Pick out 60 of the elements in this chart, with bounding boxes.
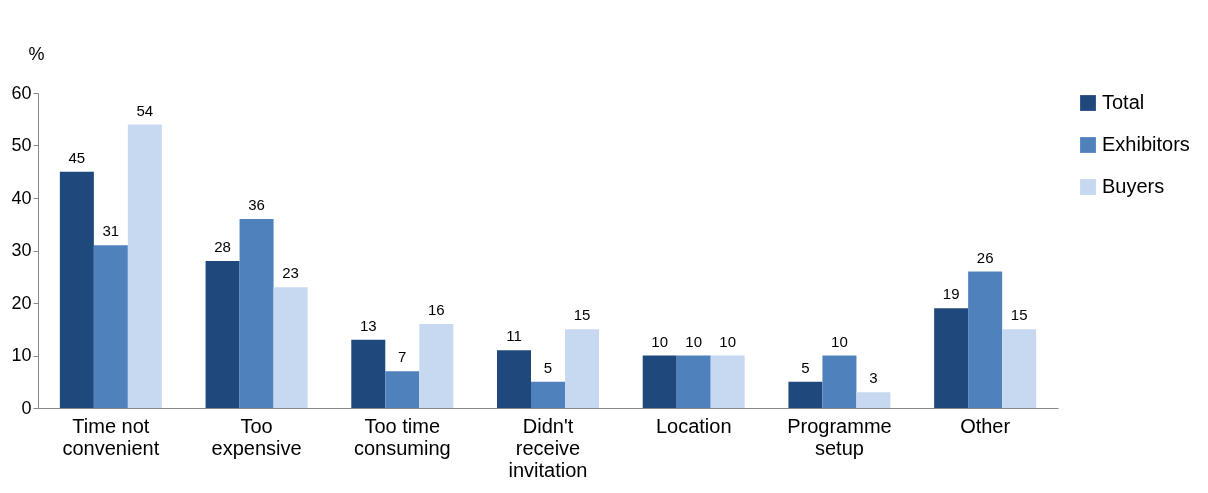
data-label: 16 (427, 301, 445, 318)
bar (419, 324, 454, 408)
bar (710, 355, 745, 408)
data-label: 45 (68, 148, 86, 166)
y-tick-label: 10 (11, 345, 32, 365)
bar (934, 308, 969, 408)
bar (822, 355, 857, 408)
bar (205, 261, 240, 408)
data-label: 15 (573, 306, 591, 324)
data-label: 31 (102, 222, 120, 240)
x-tick-label: Programme setup (787, 414, 892, 459)
bar (59, 171, 94, 408)
bar (642, 355, 677, 408)
data-label: 23 (282, 264, 299, 282)
data-label: 7 (398, 348, 407, 366)
bar (788, 381, 823, 408)
data-label: 10 (651, 332, 669, 350)
y-tick-label: 60 (11, 82, 32, 103)
y-tick-label: 40 (11, 187, 32, 208)
legend-label: Buyers (1102, 175, 1165, 197)
x-tick-label: Location (655, 414, 732, 437)
y-tick-label: 30 (11, 240, 32, 260)
bar (351, 339, 386, 408)
bar (497, 350, 531, 408)
bar (565, 329, 599, 408)
bar (856, 392, 891, 408)
data-label: 10 (831, 332, 848, 350)
data-label: 54 (136, 101, 154, 119)
bar (676, 355, 711, 408)
legend-label: Total (1102, 91, 1145, 113)
data-label: 3 (869, 369, 878, 387)
y-tick-label: 0 (21, 397, 32, 418)
bar (239, 219, 274, 408)
x-tick-label: Other (960, 414, 1011, 437)
data-label: 19 (942, 285, 960, 303)
y-axis-title: % (28, 43, 45, 64)
legend-label: Exhibitors (1102, 133, 1190, 155)
data-label: 5 (801, 358, 810, 376)
x-tick-label: Too expensive (211, 414, 302, 459)
y-tick-label: 20 (11, 292, 32, 313)
bar (127, 124, 162, 408)
y-tick-label: 50 (11, 135, 32, 155)
data-label: 36 (248, 196, 265, 213)
data-label: 26 (976, 248, 994, 266)
data-label: 15 (1010, 306, 1028, 324)
data-label: 10 (685, 332, 703, 350)
data-label: 13 (359, 316, 377, 334)
x-tick-label: Too time consuming (353, 414, 451, 459)
data-label: 5 (543, 358, 553, 376)
bar (968, 271, 1003, 408)
data-label: 28 (214, 238, 231, 255)
bar (531, 381, 565, 408)
bar (273, 287, 308, 408)
x-tick-label: Didn't receive invitation (508, 414, 588, 481)
data-label: 11 (506, 327, 522, 345)
bar (93, 245, 128, 408)
bar (385, 371, 420, 408)
x-tick-label: Time not convenient (62, 414, 160, 459)
data-label: 10 (719, 332, 737, 350)
bar (1002, 329, 1037, 408)
